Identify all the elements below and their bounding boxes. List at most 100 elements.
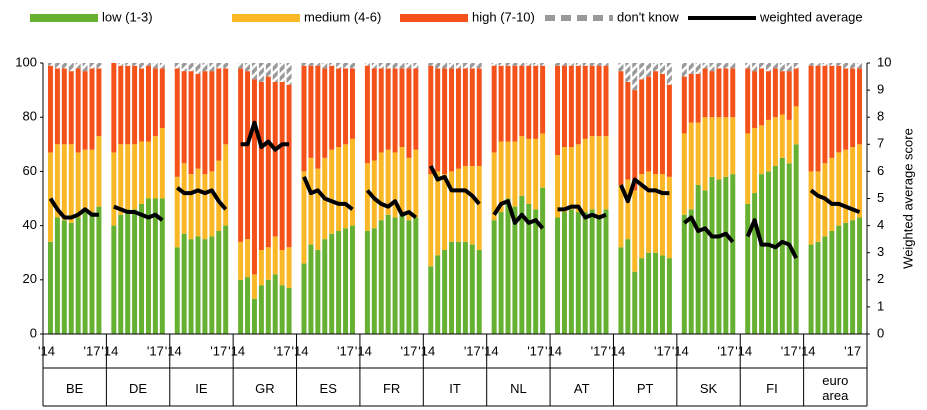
y-tick-label: 0: [30, 325, 37, 340]
bar-segment: [625, 239, 631, 334]
bar-segment: [723, 68, 729, 118]
bar-segment: [364, 163, 370, 232]
bar-segment: [82, 209, 88, 334]
bar-segment: [265, 247, 271, 280]
bar-segment: [111, 152, 117, 226]
bar-segment: [681, 76, 687, 134]
bar-segment: [258, 63, 264, 82]
bar-segment: [815, 63, 821, 66]
bar-segment: [47, 65, 53, 153]
bar-segment: [575, 212, 581, 334]
bar-segment: [61, 220, 67, 334]
bar-segment: [723, 117, 729, 177]
x-tick-label: '14: [292, 343, 309, 358]
bar-segment: [202, 174, 208, 240]
legend-swatch: [232, 14, 300, 22]
bar-segment: [793, 106, 799, 145]
bar-segment: [315, 249, 321, 334]
bar-segment: [666, 84, 672, 177]
bar-segment: [188, 63, 194, 72]
bar-segment: [829, 65, 835, 158]
bar-segment: [568, 147, 574, 210]
bar-segment: [752, 128, 758, 194]
bar-segment: [209, 236, 215, 334]
bar-segment: [343, 144, 349, 229]
bar-segment: [653, 71, 659, 175]
bar-segment: [759, 125, 765, 175]
bar-segment: [730, 63, 736, 69]
y2-tick-label: 10: [877, 54, 891, 69]
bar-segment: [245, 71, 251, 240]
y-tick-label: 40: [23, 217, 37, 232]
bar-segment: [174, 63, 180, 69]
bar-segment: [659, 174, 665, 256]
bar-segment: [632, 190, 638, 272]
bar-segment: [829, 157, 835, 232]
y2-tick-label: 7: [877, 136, 884, 151]
bar-segment: [786, 63, 792, 72]
bar-segment: [526, 203, 532, 334]
bar-segment: [808, 63, 814, 66]
bar-segment: [555, 217, 561, 334]
bar-segment: [659, 255, 665, 334]
y2-tick-label: 1: [877, 298, 884, 313]
bar-segment: [435, 255, 441, 334]
group-label-text: BE: [66, 380, 84, 396]
bar-segment: [793, 144, 799, 334]
bar-segment: [378, 63, 384, 69]
bar-segment: [582, 63, 588, 66]
bar-segment: [265, 63, 271, 77]
bar-segment: [364, 231, 370, 334]
group-label: IT: [423, 370, 486, 406]
bar-segment: [286, 287, 292, 334]
bar-segment: [258, 249, 264, 286]
bar-segment: [745, 133, 751, 204]
bar-segment: [709, 71, 715, 118]
bar-segment: [745, 68, 751, 134]
bar-segment: [491, 65, 497, 153]
bar-segment: [646, 76, 652, 172]
bar-segment: [723, 63, 729, 69]
bar-segment: [779, 114, 785, 158]
bar-segment: [561, 65, 567, 148]
bar-segment: [413, 63, 419, 69]
bar-segment: [632, 90, 638, 191]
bar-segment: [505, 65, 511, 142]
x-tick-label: '17: [274, 343, 291, 358]
x-tick-label: '14: [608, 343, 625, 358]
bar-segment: [279, 285, 285, 334]
bar-segment: [125, 63, 131, 66]
group-label-text: SK: [699, 380, 718, 396]
bar-segment: [555, 65, 561, 156]
bar-segment: [589, 65, 595, 137]
bar-segment: [47, 241, 53, 334]
bar-segment: [449, 68, 455, 172]
bar-segment: [639, 79, 645, 175]
bar-segment: [836, 63, 842, 66]
bar-segment: [139, 68, 145, 142]
bar-segment: [505, 198, 511, 334]
legend-label: weighted average: [759, 9, 863, 24]
group-label-text: FI: [766, 380, 778, 396]
y2-tick-label: 6: [877, 163, 884, 178]
bar-segment: [279, 81, 285, 250]
bar-segment: [301, 65, 307, 172]
bar-segment: [625, 81, 631, 180]
bar-segment: [843, 68, 849, 150]
bar-segment: [279, 249, 285, 286]
bar-segment: [82, 71, 88, 150]
bar-segment: [251, 298, 257, 334]
average-line: [48, 197, 99, 220]
x-tick-label: '17: [654, 343, 671, 358]
bar-segment: [435, 68, 441, 172]
bar-segment: [385, 63, 391, 69]
bar-segment: [406, 157, 412, 221]
bar-segment: [159, 128, 165, 199]
group-label-text: ES: [319, 380, 337, 396]
bar-segment: [653, 63, 659, 72]
bar-segment: [512, 65, 518, 142]
bar-segment: [364, 65, 370, 164]
bar-segment: [96, 63, 102, 69]
bar-segment: [195, 63, 201, 74]
